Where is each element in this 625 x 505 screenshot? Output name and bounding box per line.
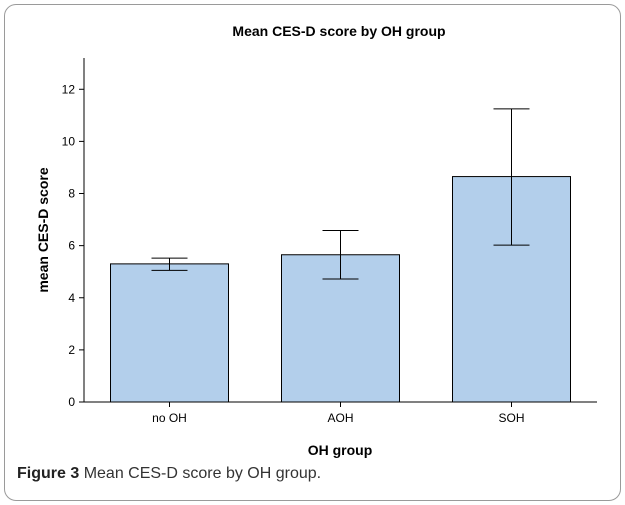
figure-label: Figure 3 (17, 465, 79, 482)
y-tick-label: 2 (68, 343, 75, 357)
chart-title: Mean CES-D score by OH group (232, 23, 445, 39)
x-axis-ticks: no OH AOH SOH (152, 402, 524, 425)
y-axis-ticks: 0 2 4 6 8 10 12 (62, 82, 84, 409)
x-axis-title: OH group (308, 442, 373, 458)
y-tick-label: 0 (68, 395, 75, 409)
y-tick-label: 10 (62, 134, 76, 148)
x-tick-label: AOH (327, 411, 353, 425)
y-tick-label: 4 (68, 291, 75, 305)
figure-caption-text: Mean CES-D score by OH group. (84, 465, 321, 482)
bars (111, 177, 571, 402)
bar (111, 264, 229, 402)
y-tick-label: 8 (68, 187, 75, 201)
x-tick-label: SOH (498, 411, 524, 425)
y-tick-label: 12 (62, 82, 76, 96)
figure-caption: Figure 3 Mean CES-D score by OH group. (17, 465, 321, 483)
y-axis-title: mean CES-D score (35, 167, 51, 292)
y-tick-label: 6 (68, 239, 75, 253)
x-tick-label: no OH (152, 411, 187, 425)
